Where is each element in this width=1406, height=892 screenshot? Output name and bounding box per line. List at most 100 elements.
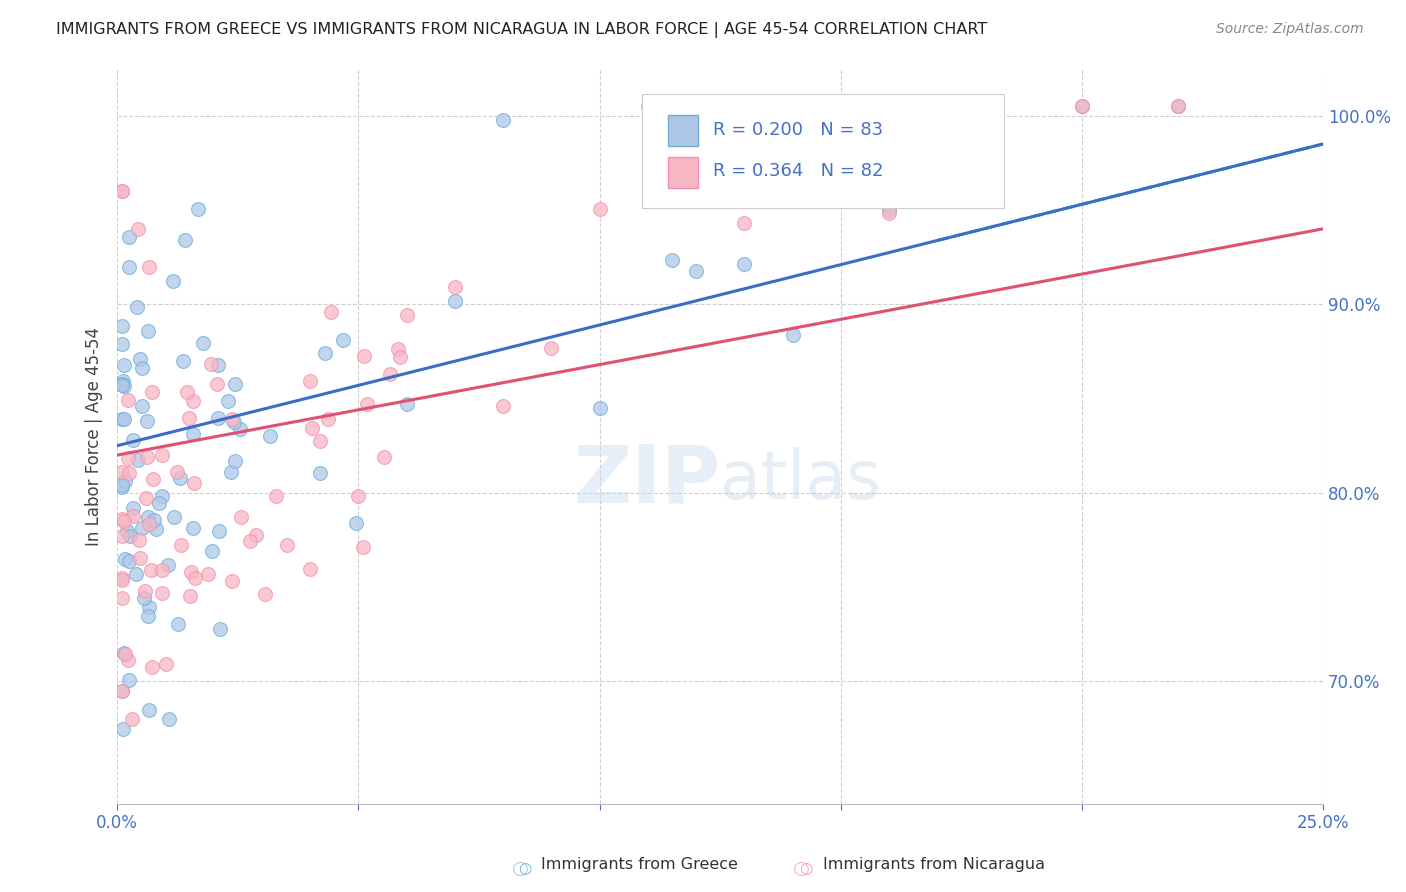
Text: Source: ZipAtlas.com: Source: ZipAtlas.com xyxy=(1216,22,1364,37)
Point xyxy=(150,585,173,599)
Point xyxy=(974,184,997,198)
Point xyxy=(145,522,167,536)
Point xyxy=(111,683,134,698)
Point xyxy=(395,397,418,411)
Point xyxy=(114,474,136,488)
Point xyxy=(118,553,141,567)
Text: ○: ○ xyxy=(793,859,810,879)
Point xyxy=(395,309,418,323)
Point xyxy=(118,529,141,543)
Point xyxy=(733,257,755,271)
Point xyxy=(540,341,562,355)
Point xyxy=(127,452,149,467)
Point xyxy=(134,584,156,599)
Point xyxy=(224,415,246,429)
Point xyxy=(136,510,159,524)
Text: Immigrants from Nicaragua: Immigrants from Nicaragua xyxy=(823,857,1045,872)
Point xyxy=(170,538,193,552)
Point xyxy=(111,318,134,333)
Point xyxy=(318,411,340,425)
Point xyxy=(135,491,157,505)
Point xyxy=(125,300,148,314)
Point xyxy=(208,524,231,538)
Point xyxy=(224,454,246,468)
Point xyxy=(111,512,134,526)
Point xyxy=(239,533,262,548)
Point xyxy=(733,216,755,230)
Point xyxy=(142,513,165,527)
Point xyxy=(179,589,201,603)
Point xyxy=(685,264,707,278)
Point xyxy=(387,342,409,356)
Point xyxy=(127,222,149,236)
Point xyxy=(217,394,239,409)
Point xyxy=(207,359,229,373)
Point xyxy=(117,450,139,465)
Point xyxy=(131,360,153,375)
Point xyxy=(356,397,378,411)
Point xyxy=(118,230,141,244)
Point xyxy=(111,465,134,479)
Point xyxy=(125,567,148,582)
Point xyxy=(830,99,852,113)
Point xyxy=(111,529,134,543)
Point xyxy=(877,205,900,219)
Point xyxy=(321,305,343,319)
Point xyxy=(197,566,219,581)
Point xyxy=(176,385,198,400)
Point xyxy=(927,167,949,181)
Point xyxy=(352,540,374,554)
Point xyxy=(373,450,395,465)
Point xyxy=(138,260,160,274)
Point xyxy=(205,377,228,392)
Point xyxy=(187,202,209,216)
Point xyxy=(111,571,134,585)
Point xyxy=(141,659,163,673)
Point xyxy=(132,591,155,605)
Point xyxy=(111,184,134,198)
Point xyxy=(112,514,135,528)
Point xyxy=(264,489,287,503)
Point xyxy=(172,354,194,368)
Point xyxy=(117,393,139,408)
FancyBboxPatch shape xyxy=(668,157,699,187)
Y-axis label: In Labor Force | Age 45-54: In Labor Force | Age 45-54 xyxy=(86,326,103,546)
Point xyxy=(974,183,997,197)
Point xyxy=(142,472,165,486)
Point xyxy=(353,349,375,363)
Point xyxy=(309,466,332,480)
Point xyxy=(118,466,141,480)
Point xyxy=(139,563,162,577)
Text: R = 0.364   N = 82: R = 0.364 N = 82 xyxy=(713,162,883,180)
Point xyxy=(112,379,135,393)
Point xyxy=(163,510,186,524)
Point xyxy=(111,480,134,494)
Point xyxy=(148,496,170,510)
Point xyxy=(1167,99,1189,113)
Point xyxy=(637,99,659,113)
Point xyxy=(138,600,160,615)
Point xyxy=(1071,99,1094,113)
Point xyxy=(444,294,467,309)
Point xyxy=(276,538,298,552)
Text: ○: ○ xyxy=(517,862,531,876)
Point xyxy=(141,385,163,400)
Text: atlas: atlas xyxy=(720,448,882,514)
Point xyxy=(1167,99,1189,113)
Point xyxy=(301,421,323,435)
Point xyxy=(162,274,184,288)
Point xyxy=(380,367,402,381)
FancyBboxPatch shape xyxy=(641,95,1004,208)
Point xyxy=(588,401,610,415)
Point xyxy=(299,374,322,388)
Point xyxy=(221,412,243,426)
Point xyxy=(131,399,153,413)
Point xyxy=(224,376,246,391)
Point xyxy=(877,203,900,218)
FancyBboxPatch shape xyxy=(668,115,699,145)
Point xyxy=(299,562,322,576)
Point xyxy=(111,683,134,698)
Point xyxy=(588,202,610,216)
Point xyxy=(111,184,134,198)
Point xyxy=(129,550,152,565)
